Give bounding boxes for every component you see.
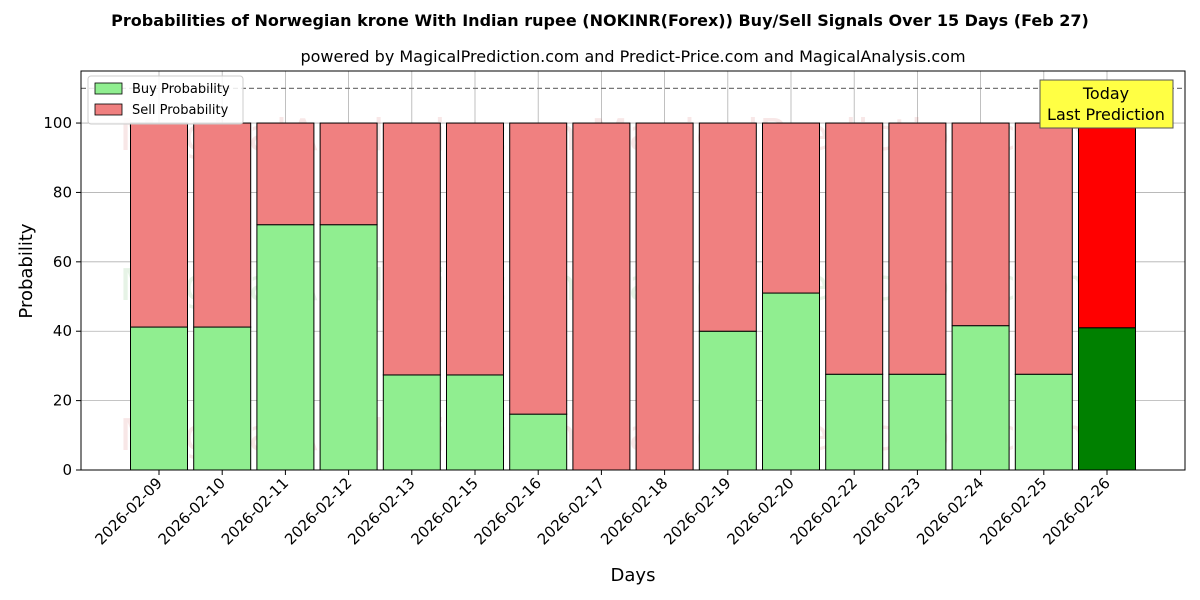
bar-sell-2026-02-24 (951, 122, 1010, 327)
x-tick-label: 2026-02-09 (91, 474, 165, 548)
bar-buy-2026-02-16 (509, 413, 568, 471)
bar-buy-2026-02-09 (130, 326, 188, 471)
x-tick-label: 2026-02-11 (218, 474, 292, 548)
bar-sell-2026-02-17 (572, 122, 631, 471)
x-tick-label: 2026-02-26 (1039, 474, 1113, 548)
y-tick-label: 20 (53, 392, 72, 410)
x-axis-label: Days (611, 565, 656, 586)
x-tick-label: 2026-02-25 (976, 474, 1050, 548)
bar-sell-2026-02-20 (762, 122, 820, 294)
bar-sell-2026-02-18 (635, 122, 694, 471)
bar-sell-2026-02-09 (130, 122, 188, 328)
bar-sell-2026-02-25 (1014, 122, 1073, 375)
x-tick-label: 2026-02-23 (850, 474, 924, 548)
x-tick-label: 2026-02-22 (787, 474, 861, 548)
bar-sell-2026-02-12 (319, 122, 378, 226)
bar-buy-2026-02-24 (951, 325, 1010, 471)
x-tick-label: 2026-02-24 (913, 474, 987, 548)
bar-buy-2026-02-26 (1078, 327, 1136, 471)
bar-sell-2026-02-16 (509, 122, 568, 415)
legend-label-buy: Buy Probability (132, 82, 230, 97)
bar-sell-2026-02-13 (382, 122, 441, 376)
bar-buy-2026-02-23 (888, 373, 947, 471)
chart-title: Probabilities of Norwegian krone With In… (111, 11, 1089, 30)
bars (130, 122, 1136, 471)
bar-buy-2026-02-10 (193, 326, 252, 471)
x-tick-label: 2026-02-20 (723, 474, 797, 548)
x-tick-label: 2026-02-10 (155, 474, 229, 548)
x-tick-label: 2026-02-13 (344, 474, 418, 548)
legend-swatch-buy (94, 82, 123, 95)
bar-sell-2026-02-22 (825, 122, 884, 375)
bar-buy-2026-02-25 (1014, 373, 1073, 471)
bar-sell-2026-02-11 (256, 122, 315, 226)
bar-sell-2026-02-23 (888, 122, 947, 375)
annotation-line-2: Last Prediction (1047, 105, 1165, 124)
x-tick-label: 2026-02-12 (281, 474, 355, 548)
bar-sell-2026-02-26 (1078, 122, 1136, 329)
y-tick-label: 60 (53, 253, 72, 271)
x-tick-label: 2026-02-17 (534, 474, 608, 548)
today-annotation: Today Last Prediction (1039, 79, 1174, 129)
bar-buy-2026-02-13 (382, 374, 441, 471)
x-tick-label: 2026-02-16 (471, 474, 545, 548)
legend-swatch-sell (94, 103, 123, 116)
x-tick-label: 2026-02-15 (407, 474, 481, 548)
bar-sell-2026-02-15 (446, 122, 504, 376)
legend-label-sell: Sell Probability (132, 103, 229, 118)
bar-buy-2026-02-15 (446, 374, 504, 471)
y-tick-label: 0 (62, 461, 72, 479)
annotation-line-1: Today (1082, 84, 1129, 103)
y-tick-label: 80 (53, 183, 72, 201)
y-tick-label: 40 (53, 322, 72, 340)
legend: Buy Probability Sell Probability (87, 75, 244, 125)
y-tick-label: 100 (43, 114, 72, 132)
legend-box (87, 75, 244, 125)
bar-buy-2026-02-11 (256, 224, 315, 471)
bar-buy-2026-02-22 (825, 373, 884, 471)
x-tick-label: 2026-02-19 (660, 474, 734, 548)
bar-buy-2026-02-20 (762, 292, 820, 471)
chart-subtitle: powered by MagicalPrediction.com and Pre… (300, 47, 965, 66)
plot-area (80, 70, 1186, 471)
y-axis-label: Probability (16, 223, 37, 318)
x-tick-label: 2026-02-18 (597, 474, 671, 548)
bar-sell-2026-02-10 (193, 122, 252, 328)
bar-buy-2026-02-12 (319, 224, 378, 471)
bar-sell-2026-02-19 (698, 122, 757, 332)
bar-buy-2026-02-19 (698, 330, 757, 471)
annotation-box (1039, 79, 1174, 129)
